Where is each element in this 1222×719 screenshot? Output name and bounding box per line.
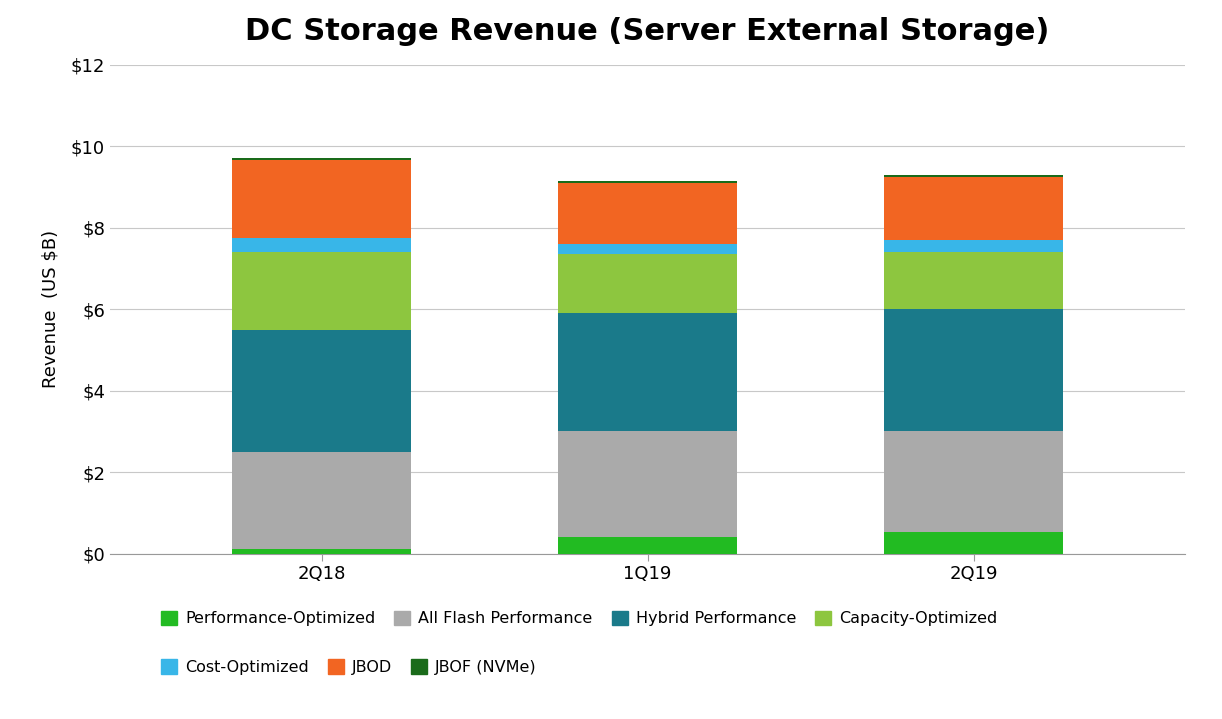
Bar xyxy=(884,431,1063,533)
Bar xyxy=(558,313,737,431)
Bar xyxy=(232,252,412,329)
Bar xyxy=(232,549,412,554)
Bar xyxy=(884,252,1063,309)
Bar xyxy=(558,244,737,254)
Bar xyxy=(884,309,1063,431)
Bar xyxy=(232,329,412,452)
Bar xyxy=(232,452,412,549)
Y-axis label: Revenue  (US $B): Revenue (US $B) xyxy=(42,230,60,388)
Bar xyxy=(558,255,737,313)
Bar xyxy=(558,536,737,554)
Legend: Cost-Optimized, JBOD, JBOF (NVMe): Cost-Optimized, JBOD, JBOF (NVMe) xyxy=(161,659,536,675)
Bar xyxy=(884,175,1063,177)
Bar xyxy=(232,158,412,160)
Bar xyxy=(232,238,412,252)
Bar xyxy=(558,180,737,183)
Bar xyxy=(558,183,737,244)
Bar xyxy=(232,160,412,238)
Bar xyxy=(884,240,1063,252)
Title: DC Storage Revenue (Server External Storage): DC Storage Revenue (Server External Stor… xyxy=(246,17,1050,46)
Bar xyxy=(884,177,1063,240)
Bar xyxy=(558,431,737,536)
Bar xyxy=(884,533,1063,554)
